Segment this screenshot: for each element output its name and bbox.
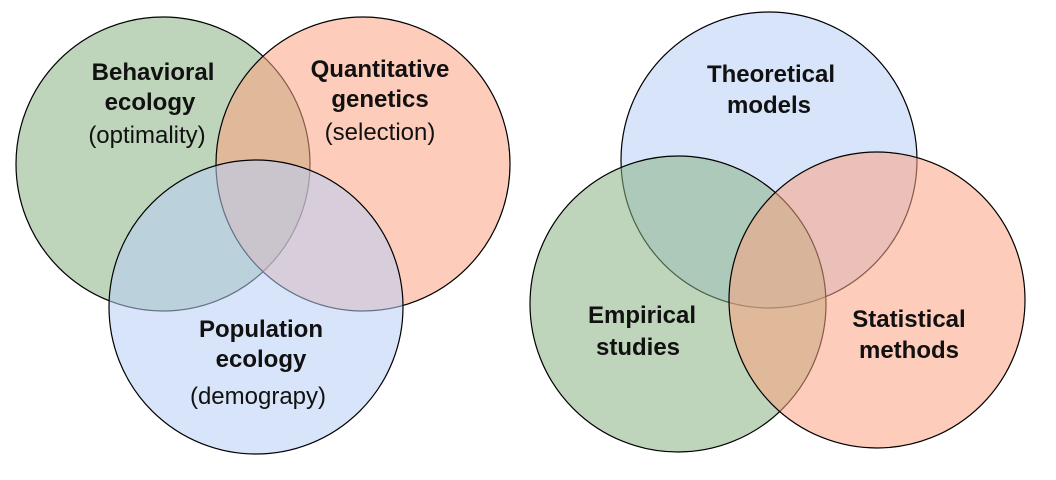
statistical-title-line1: Statistical <box>852 306 965 333</box>
left-venn: Behavioral ecology (optimality) Quantita… <box>15 16 511 455</box>
empirical-title-line1: Empirical <box>588 302 696 329</box>
quantitative-subtitle: (selection) <box>325 119 436 146</box>
quantitative-title-line1: Quantitative <box>311 56 450 83</box>
circle-statistical-methods <box>728 151 1026 449</box>
statistical-title-line2: methods <box>859 337 959 364</box>
circle-population-ecology <box>108 159 404 455</box>
behavioral-title-line2: ecology <box>105 89 196 116</box>
population-title-line2: ecology <box>216 346 307 373</box>
population-title-line1: Population <box>199 316 323 343</box>
theoretical-title-line2: models <box>727 92 811 119</box>
quantitative-title-line2: genetics <box>331 86 428 113</box>
theoretical-title-line1: Theoretical <box>707 61 835 88</box>
behavioral-title-line1: Behavioral <box>92 59 215 86</box>
population-subtitle: (demograpy) <box>190 383 326 410</box>
right-venn: Theoretical models Empirical studies Sta… <box>529 11 1026 453</box>
empirical-title-line2: studies <box>596 334 680 361</box>
behavioral-subtitle: (optimality) <box>88 122 205 149</box>
